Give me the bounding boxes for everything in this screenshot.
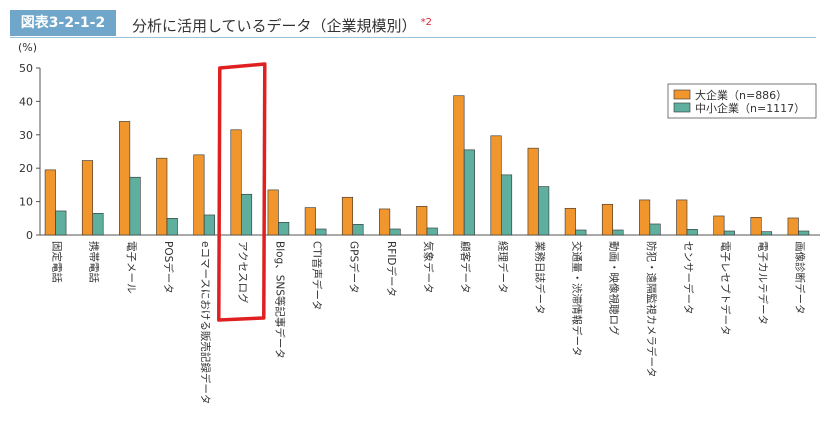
- bar-large-enterprise: [304, 207, 316, 236]
- category-label: 画像診断データ: [793, 241, 806, 315]
- bar-small-enterprise: [649, 223, 661, 236]
- bar-large-enterprise: [156, 157, 168, 236]
- category-label: POSデータ: [162, 241, 175, 294]
- figure-title-text: 分析に活用しているデータ（企業規模別）: [132, 17, 417, 35]
- bar-small-enterprise: [92, 212, 104, 236]
- bar-large-enterprise: [379, 208, 391, 236]
- bar-small-enterprise: [278, 222, 290, 236]
- category-label: 業務日誌データ: [533, 241, 546, 315]
- header-rule: [10, 37, 816, 38]
- bar-large-enterprise: [527, 147, 539, 236]
- y-tick-label: 10: [19, 196, 33, 209]
- bar-small-enterprise: [575, 229, 587, 236]
- category-label: Blog、SNS等記事データ: [273, 241, 286, 359]
- category-label: 固定電話: [51, 241, 64, 283]
- bar-large-enterprise: [564, 207, 576, 236]
- bar-small-enterprise: [352, 224, 364, 236]
- bar-large-enterprise: [341, 196, 354, 236]
- bar-small-enterprise: [240, 193, 253, 236]
- y-tick-label: 40: [19, 95, 33, 108]
- bar-large-enterprise: [44, 169, 56, 236]
- legend-entry: 中小企業（n=1117）: [695, 101, 805, 115]
- figure-title: 分析に活用しているデータ（企業規模別） *2: [132, 12, 432, 37]
- figure-label: 図表3-2-1-2: [10, 10, 116, 36]
- bar-large-enterprise: [193, 154, 205, 236]
- legend-swatch: [673, 89, 691, 100]
- category-label: 電子カルテデータ: [756, 241, 769, 325]
- y-tick-label: 50: [19, 62, 33, 75]
- highlight-rectangle: [217, 62, 267, 322]
- legend-box: [667, 83, 817, 119]
- legend: 大企業（n=886）中小企業（n=1117）: [667, 83, 817, 119]
- bar-large-enterprise: [81, 160, 94, 236]
- category-label: 電子メール: [125, 241, 137, 294]
- category-label: センサーデータ: [682, 241, 695, 315]
- legend-entry: 大企業（n=886）: [695, 88, 787, 102]
- y-axis-unit: (%): [18, 41, 37, 54]
- bar-small-enterprise: [760, 231, 773, 236]
- category-label: 気象データ: [422, 241, 435, 294]
- bar-large-enterprise: [676, 199, 688, 236]
- bar-large-enterprise: [453, 95, 465, 236]
- bar-large-enterprise: [490, 135, 502, 236]
- bar-small-enterprise: [55, 210, 67, 236]
- category-label: RFIDデータ: [385, 241, 398, 297]
- bar-small-enterprise: [538, 186, 550, 236]
- category-label: eコマースにおける販売記録データ: [199, 241, 212, 404]
- bar-small-enterprise: [798, 230, 810, 236]
- bars: [44, 95, 810, 236]
- bar-large-enterprise: [713, 215, 725, 236]
- bar-small-enterprise: [129, 176, 141, 236]
- category-label: アクセスログ: [236, 241, 249, 304]
- bar-small-enterprise: [315, 228, 327, 236]
- bar-small-enterprise: [723, 230, 735, 236]
- category-label: 顧客データ: [459, 241, 472, 293]
- bar-small-enterprise: [203, 214, 215, 236]
- category-label: GPSデータ: [348, 241, 361, 294]
- bar-large-enterprise: [416, 205, 428, 236]
- bar-large-enterprise: [119, 121, 131, 236]
- legend-swatch: [673, 102, 691, 113]
- bar-large-enterprise: [787, 217, 799, 236]
- y-tick-label: 20: [19, 162, 33, 175]
- bar-small-enterprise: [426, 227, 438, 236]
- y-tick-label: 0: [26, 229, 33, 242]
- bar-large-enterprise: [601, 203, 614, 236]
- category-label: 交通量・渋滞情報データ: [571, 241, 584, 357]
- bar-small-enterprise: [389, 228, 401, 236]
- figure-note: *2: [420, 17, 432, 28]
- bar-small-enterprise: [500, 174, 513, 236]
- category-labels: 固定電話 携帯電話 電子メール POSデータ eコマースにおける販売記録データ アクセスロ…: [51, 241, 807, 404]
- category-label: 電子レセプトデータ: [719, 241, 732, 336]
- bar-small-enterprise: [686, 229, 698, 236]
- bar-large-enterprise: [230, 129, 242, 236]
- category-label: 動画・映像視聴ログ: [608, 241, 621, 336]
- category-label: CTI音声データ: [311, 241, 324, 310]
- highlight-box: [217, 62, 267, 322]
- bar-small-enterprise: [463, 149, 475, 236]
- figure-header: 図表3-2-1-2 分析に活用しているデータ（企業規模別） *2: [0, 0, 826, 40]
- category-label: 経理データ: [496, 241, 509, 294]
- bar-large-enterprise: [639, 199, 651, 236]
- bar-small-enterprise: [612, 229, 624, 236]
- bar-large-enterprise: [267, 189, 279, 236]
- category-label: 防犯・遠隔監視カメラデータ: [645, 241, 658, 378]
- category-label: 携帯電話: [88, 241, 101, 283]
- y-tick-label: 30: [19, 129, 33, 142]
- bar-small-enterprise: [166, 218, 178, 236]
- bar-large-enterprise: [750, 216, 762, 236]
